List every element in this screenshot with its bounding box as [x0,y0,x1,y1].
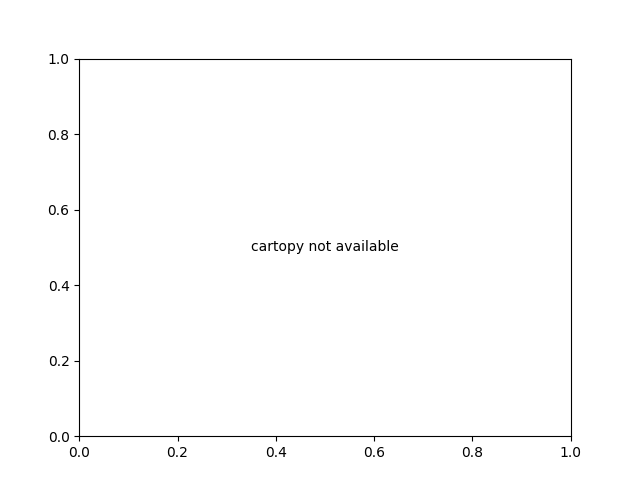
Text: cartopy not available: cartopy not available [251,241,399,254]
